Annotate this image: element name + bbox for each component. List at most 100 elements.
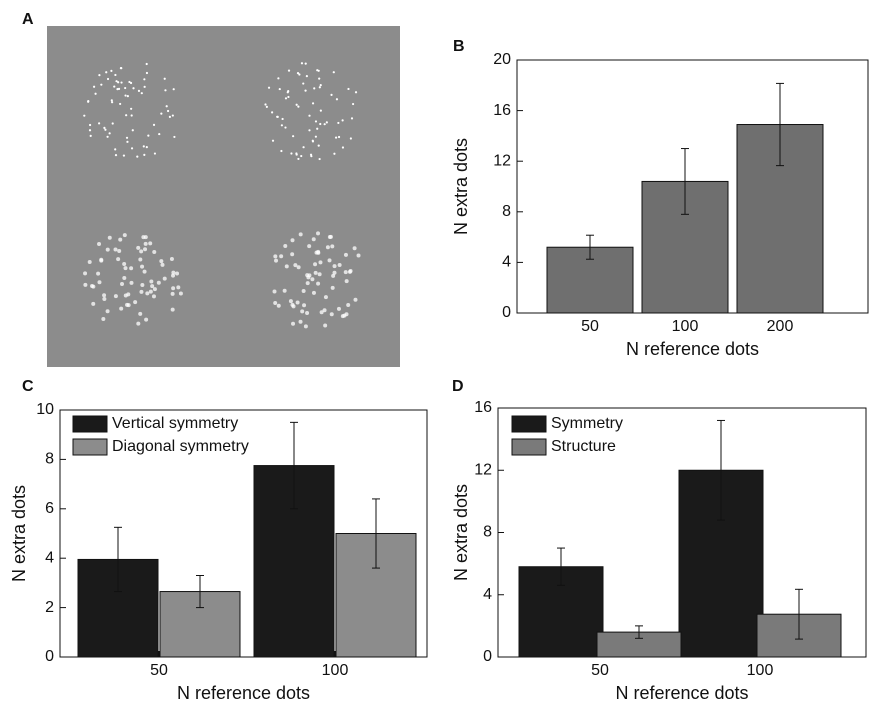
stimulus-dot [343, 252, 348, 257]
stimulus-dot [300, 62, 304, 65]
stimulus-dot [110, 69, 113, 72]
stimulus-dot [302, 82, 305, 85]
stimulus-dot [122, 276, 127, 281]
stimulus-dot [318, 86, 321, 89]
stimulus-dot [274, 258, 279, 263]
stimulus-dot [113, 294, 118, 299]
stimulus-dot [124, 94, 127, 97]
stimulus-dot [353, 297, 358, 302]
legend-swatch [72, 438, 108, 456]
y-tick-label: 10 [36, 401, 54, 418]
stimulus-dot [316, 127, 319, 130]
stimulus-dot [120, 281, 125, 286]
y-tick-label: 8 [483, 524, 492, 541]
error-bar [776, 82, 784, 167]
stimulus-dot [132, 87, 135, 90]
stimulus-dot [279, 254, 284, 259]
y-tick-label: 16 [493, 102, 511, 119]
stimulus-dot [310, 155, 313, 158]
x-axis-title: N reference dots [626, 339, 759, 359]
stimulus-dot [287, 89, 290, 93]
stimulus-dot [278, 87, 281, 91]
stimulus-dot [297, 157, 300, 161]
stimulus-dot [130, 107, 133, 110]
stimulus-dot [149, 279, 154, 284]
stimulus-dot [92, 85, 96, 88]
stimulus-dot [281, 117, 284, 121]
stimulus-dot [178, 291, 183, 296]
stimulus-dot [287, 69, 291, 72]
stimulus-dot [295, 300, 300, 305]
stimulus-dot [350, 117, 354, 120]
stimulus-dot [347, 87, 350, 91]
stimulus-dot [297, 105, 300, 108]
stimulus-dot [130, 147, 134, 150]
stimulus-dot [323, 295, 328, 300]
stimulus-dot [98, 74, 101, 77]
stimulus-dot [332, 264, 337, 269]
error-bar [795, 588, 803, 640]
y-tick-label: 4 [502, 254, 511, 271]
stimulus-dot [325, 245, 330, 250]
x-tick-label: 50 [591, 662, 609, 679]
stimulus-dot [97, 280, 102, 285]
stimulus-dot [141, 235, 146, 240]
stimulus-dot [103, 126, 106, 130]
stimulus-dot [323, 123, 326, 126]
x-axis-title: N reference dots [615, 683, 748, 703]
stimulus-dot [305, 281, 310, 286]
stimulus-dot [273, 300, 278, 305]
x-tick-label: 100 [322, 662, 349, 679]
panel-label: B [453, 38, 465, 55]
y-tick-label: 6 [45, 500, 54, 517]
stimulus-dot [332, 71, 335, 74]
stimulus-dot [337, 135, 341, 139]
stimulus-dot [140, 282, 145, 287]
plot-frame [59, 409, 428, 658]
stimulus-dot [317, 144, 320, 147]
stimulus-dot [336, 306, 341, 311]
stimulus-dot [125, 114, 128, 117]
stimulus-dot [319, 122, 322, 126]
stimulus-dot [145, 291, 150, 296]
stimulus-dot [171, 273, 176, 278]
stimulus-dot [166, 109, 170, 113]
stimulus-dot [145, 145, 148, 149]
stimulus-dot [101, 317, 106, 322]
error-bar [372, 498, 380, 569]
stimulus-dot [284, 264, 289, 269]
stimulus-dot [313, 87, 316, 90]
stimulus-dot [168, 115, 172, 118]
stimulus-dot [97, 241, 102, 246]
stimulus-dot [148, 289, 153, 294]
stimulus-dot [332, 270, 337, 275]
stimulus-dot [290, 238, 295, 243]
stimulus-dot [139, 289, 144, 294]
stimulus-dot [319, 310, 324, 315]
stimulus-dot [117, 249, 122, 254]
stimulus-dot [300, 309, 305, 314]
stimulus-dot [280, 149, 283, 153]
stimulus-dot [113, 85, 116, 88]
stimulus-dot [292, 135, 295, 138]
stimulus-dot [140, 92, 143, 95]
stimulus-dot [165, 105, 168, 108]
stimulus-dot [335, 98, 339, 101]
stimulus-dot [126, 292, 131, 297]
stimulus-dot [130, 114, 133, 117]
stimulus-dot [152, 123, 156, 126]
y-tick-label: 0 [45, 648, 54, 665]
stimulus-dot [162, 276, 167, 281]
stimulus-dot [296, 72, 300, 75]
stimulus-dot [123, 266, 128, 271]
y-tick-label: 4 [45, 549, 54, 566]
stimulus-dot [322, 308, 327, 313]
stimulus-dot [122, 262, 127, 267]
stimulus-dot [302, 146, 305, 149]
stimulus-dot [283, 244, 288, 249]
bar [596, 631, 682, 658]
y-tick-label: 4 [483, 586, 492, 603]
stimulus-dot [330, 285, 335, 290]
stimulus-dot [311, 102, 315, 105]
stimulus-dot [140, 264, 145, 269]
